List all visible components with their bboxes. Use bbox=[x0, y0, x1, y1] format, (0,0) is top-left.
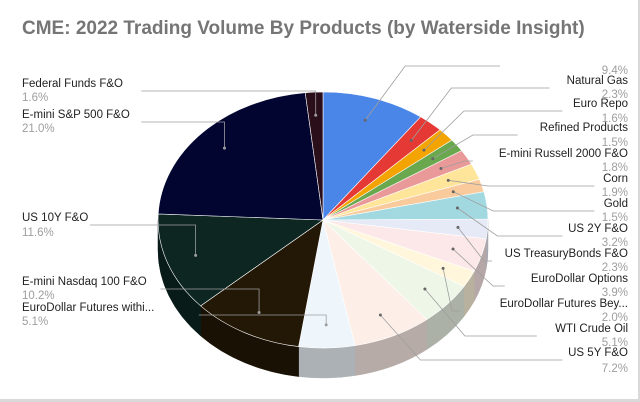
slice-label: Corn bbox=[603, 173, 628, 185]
slice-value-label: 2.3% bbox=[602, 262, 628, 274]
leader-line bbox=[452, 248, 505, 287]
slice-value-label: 1.5% bbox=[602, 212, 628, 224]
leader-line bbox=[141, 121, 225, 149]
slice-label: US 10Y F&O bbox=[22, 212, 88, 224]
slice-value-label: 2.3% bbox=[602, 89, 628, 101]
leader-line bbox=[160, 288, 260, 313]
slice-label: EuroDollar Options bbox=[531, 273, 628, 285]
leader-dot bbox=[451, 190, 455, 194]
slice-label: WTI Crude Oil bbox=[555, 323, 628, 335]
slice-value-label: 11.6% bbox=[22, 227, 54, 239]
leader-line bbox=[141, 90, 317, 116]
pie-slice bbox=[157, 92, 324, 221]
leader-dot bbox=[451, 247, 455, 251]
leader-dot bbox=[456, 225, 460, 229]
leader-dot bbox=[439, 167, 443, 171]
leader-line bbox=[424, 288, 537, 337]
leader-dot bbox=[363, 118, 367, 122]
slice-value-label: 10.2% bbox=[22, 290, 55, 302]
slice-value-label: 1.5% bbox=[602, 137, 628, 149]
slice-value-label: 9.4% bbox=[602, 65, 628, 77]
slice-value-label: 5.1% bbox=[602, 337, 628, 349]
slice-value-label: 1.9% bbox=[602, 187, 628, 199]
leader-dot bbox=[409, 138, 413, 142]
slice-value-label: 1.6% bbox=[22, 92, 48, 104]
leader-line bbox=[457, 207, 563, 237]
leader-dot bbox=[446, 178, 450, 182]
leader-dot bbox=[423, 287, 427, 291]
slice-value-label: 1.8% bbox=[602, 162, 628, 174]
slice-value-label: 2.0% bbox=[602, 312, 628, 324]
slice-label: Refined Products bbox=[540, 122, 628, 134]
slice-label: E-mini Russell 2000 F&O bbox=[499, 148, 628, 160]
leader-line bbox=[423, 110, 563, 151]
slice-value-label: 21.0% bbox=[22, 123, 55, 135]
slice-label: Gold bbox=[604, 198, 628, 210]
slice-label: US TreasuryBonds F&O bbox=[505, 248, 628, 260]
leader-line bbox=[448, 179, 595, 187]
leader-dot bbox=[422, 148, 426, 152]
leader-line bbox=[440, 160, 473, 169]
slice-label: EuroDollar Futures withi... bbox=[22, 302, 154, 314]
slice-value-label: 1.6% bbox=[602, 113, 628, 125]
slice-label: Euro Repo bbox=[573, 98, 628, 110]
leader-dot bbox=[431, 157, 435, 161]
leader-line bbox=[198, 314, 327, 325]
leader-line bbox=[364, 65, 500, 121]
slice-value-label: 5.1% bbox=[22, 316, 48, 328]
leader-line bbox=[380, 314, 563, 361]
pie-slice bbox=[304, 91, 324, 221]
leader-dot bbox=[222, 146, 226, 150]
slice-value-label: 3.9% bbox=[602, 287, 628, 299]
leader-dot bbox=[314, 113, 318, 117]
leader-line bbox=[432, 134, 518, 160]
leader-line bbox=[442, 268, 460, 312]
slice-value-label: 3.2% bbox=[602, 237, 628, 249]
slice-label: Natural Gas bbox=[567, 75, 629, 87]
slice-label: Federal Funds F&O bbox=[22, 78, 123, 90]
slice-value-label: 7.2% bbox=[602, 363, 628, 375]
leader-dot bbox=[455, 206, 459, 210]
leader-dot bbox=[194, 253, 198, 257]
leader-line bbox=[411, 87, 550, 141]
leader-dot bbox=[257, 311, 261, 315]
leader-line bbox=[453, 191, 595, 212]
slice-label: US 5Y F&O bbox=[568, 347, 628, 359]
pie-slice-side bbox=[298, 345, 356, 379]
slice-label: E-mini Nasdaq 100 F&O bbox=[22, 276, 147, 288]
leader-dot bbox=[441, 266, 445, 270]
leader-line bbox=[90, 224, 197, 256]
leader-dot bbox=[324, 323, 328, 327]
pie-slice bbox=[157, 213, 324, 307]
pie-slice bbox=[322, 91, 422, 221]
leader-dot bbox=[378, 313, 382, 317]
slice-label: US 2Y F&O bbox=[568, 223, 628, 235]
slice-label: EuroDollar Futures Bey... bbox=[500, 298, 628, 310]
slice-label: E-mini S&P 500 F&O bbox=[22, 109, 130, 121]
chart-title: CME: 2022 Trading Volume By Products (by… bbox=[22, 18, 585, 39]
leader-line bbox=[457, 227, 492, 262]
